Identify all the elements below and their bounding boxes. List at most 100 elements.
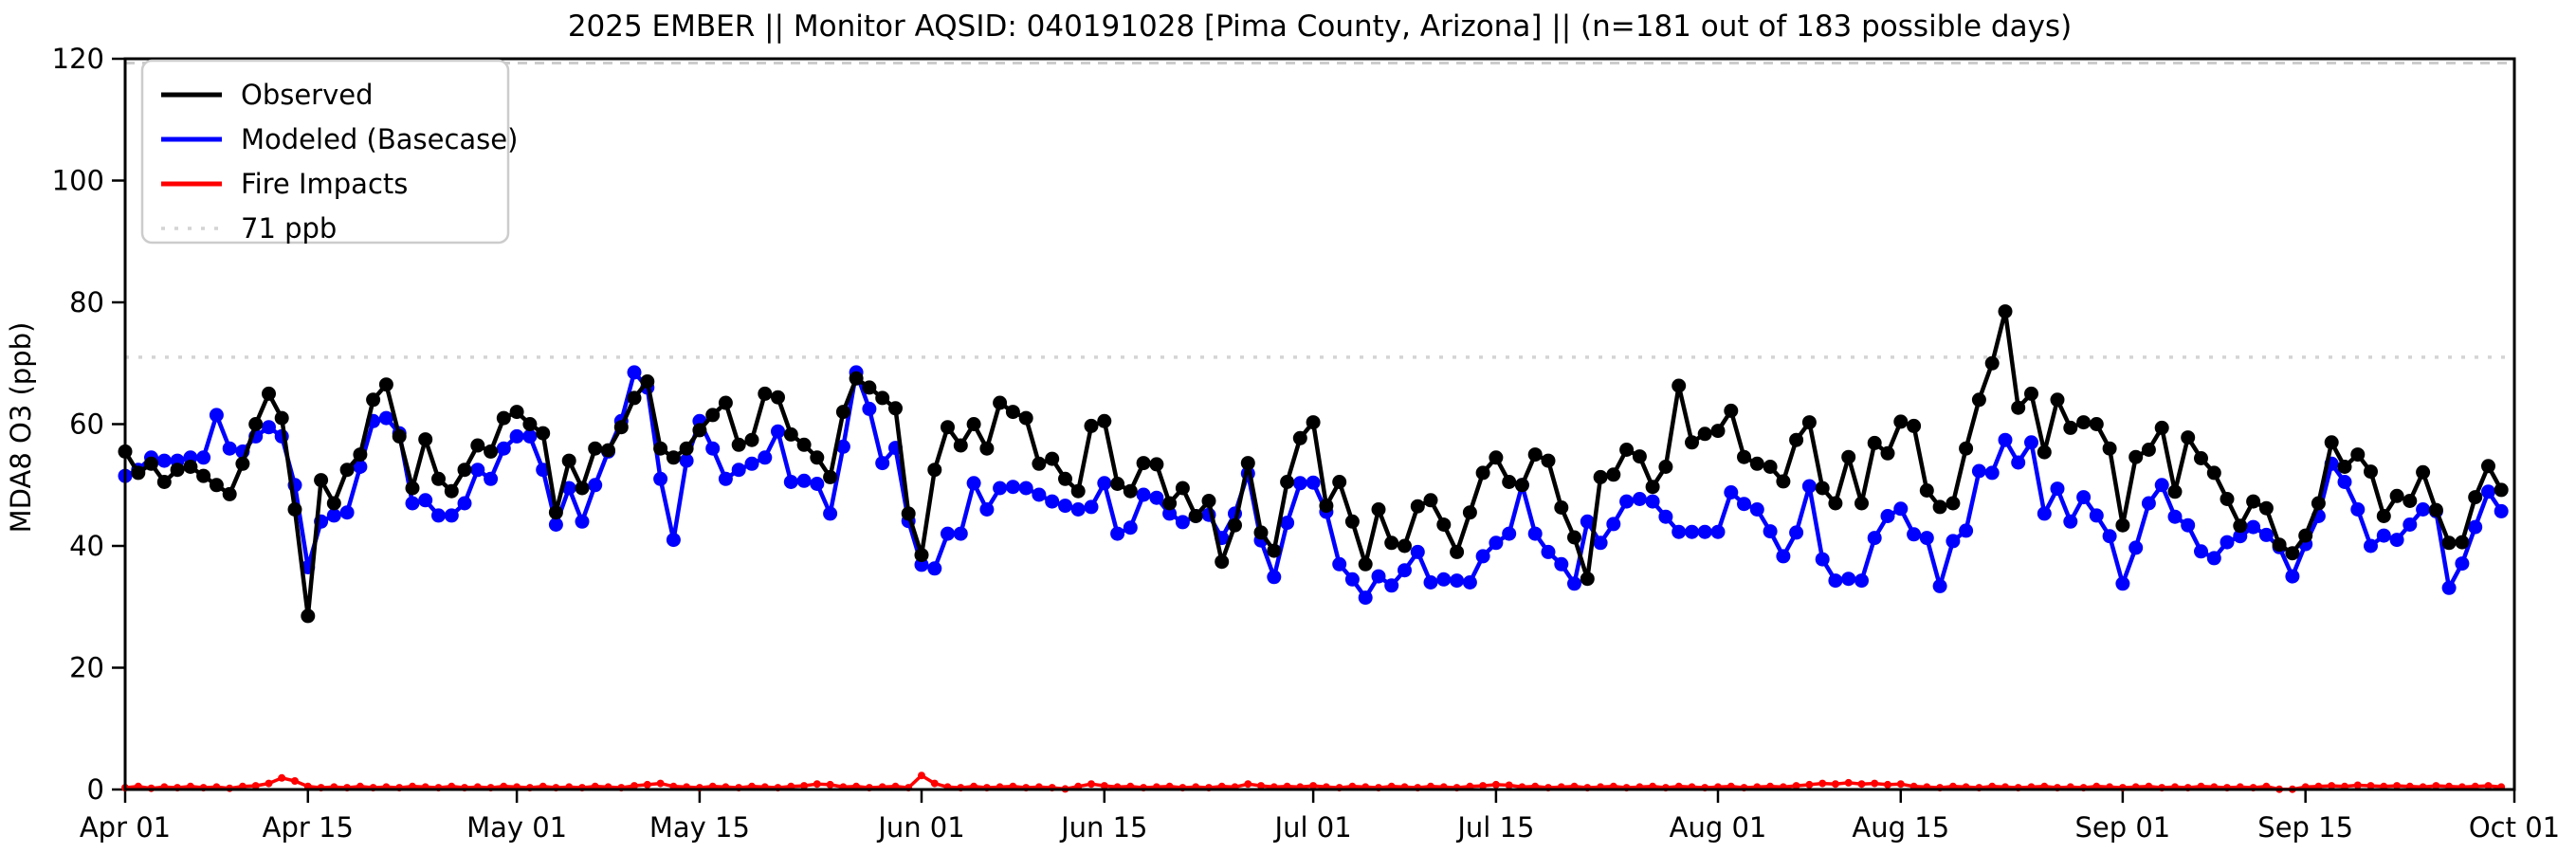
series-point (548, 505, 563, 520)
series-point (705, 408, 721, 423)
series-point (1398, 538, 1412, 554)
series-point (1175, 515, 1190, 530)
series-point (2376, 509, 2391, 523)
series-point (2194, 544, 2208, 559)
series-point (2389, 488, 2404, 503)
series-point (1959, 441, 1974, 456)
series-point (1257, 782, 1265, 790)
series-point (2285, 546, 2300, 561)
series-point (2128, 449, 2144, 464)
series-point (796, 437, 812, 452)
series-point (813, 780, 821, 789)
series-point (470, 463, 485, 478)
series-point (888, 401, 903, 416)
series-point (2233, 518, 2248, 534)
series-point (1907, 527, 1922, 542)
series-point (457, 496, 472, 511)
series-point (484, 471, 499, 486)
series-point (941, 420, 955, 435)
y-tick-label: 120 (52, 43, 104, 75)
series-point (1854, 573, 1869, 589)
series-point (2364, 464, 2378, 480)
series-point (1280, 475, 1295, 489)
series-point (2076, 415, 2092, 430)
series-point (1489, 535, 1504, 551)
series-point (314, 473, 329, 488)
x-tick-label: Aug 01 (1670, 811, 1767, 844)
series-point (1306, 415, 1321, 430)
series-point (758, 386, 773, 401)
y-tick-label: 100 (52, 165, 104, 197)
series-point (1505, 781, 1513, 789)
series-point (1857, 780, 1866, 789)
series-point (1332, 475, 1347, 489)
series-point (2481, 484, 2495, 499)
series-point (2393, 782, 2402, 790)
series-point (1841, 449, 1856, 464)
series-point (2037, 445, 2052, 460)
series-point (1123, 520, 1138, 535)
series-point (1737, 497, 1751, 512)
series-point (1087, 780, 1095, 789)
series-point (2115, 576, 2130, 591)
series-point (339, 463, 355, 478)
series-point (2455, 535, 2470, 550)
series-point (1228, 517, 1242, 533)
series-point (2366, 782, 2375, 790)
series-point (2441, 535, 2457, 551)
series-point (287, 502, 302, 517)
series-point (2181, 430, 2196, 445)
series-point (418, 493, 433, 508)
series-point (758, 450, 773, 465)
series-point (1045, 494, 1060, 509)
series-point (1580, 514, 1595, 529)
series-point (1371, 569, 1386, 584)
series-point (509, 405, 524, 420)
x-tick-label: May 15 (649, 811, 750, 844)
series-point (444, 483, 459, 499)
series-point (1450, 573, 1465, 589)
series-point (953, 438, 968, 453)
series-point (1436, 517, 1452, 532)
chart-title: 2025 EMBER || Monitor AQSID: 040191028 [… (567, 9, 2073, 44)
series-point (2194, 451, 2208, 465)
series-point (1971, 463, 1986, 479)
x-tick-label: Jul 01 (1273, 811, 1352, 844)
series-point (291, 777, 299, 785)
series-point (731, 463, 746, 478)
series-point (2298, 528, 2313, 543)
series-point (378, 410, 393, 426)
series-point (1672, 524, 1687, 539)
series-point (2063, 514, 2078, 529)
series-point (522, 417, 538, 431)
series-point (353, 447, 368, 463)
series-point (2468, 490, 2483, 505)
series-point (1306, 475, 1321, 490)
series-point (1831, 780, 1839, 789)
series-point (131, 465, 146, 481)
series-point (679, 441, 694, 456)
series-point (953, 526, 968, 541)
series-point (1491, 780, 1500, 789)
series-point (265, 779, 273, 788)
series-point (849, 371, 864, 386)
series-point (170, 463, 185, 478)
series-point (1828, 573, 1843, 589)
series-point (744, 456, 759, 471)
series-point (2416, 464, 2431, 480)
series-point (1110, 477, 1125, 491)
series-point (1871, 779, 1879, 788)
series-point (183, 460, 198, 474)
series-point (1110, 526, 1125, 541)
series-point (718, 395, 733, 410)
series-point (2167, 509, 2183, 524)
series-point (2167, 484, 2183, 499)
series-point (2050, 481, 2065, 497)
series-point (1880, 445, 1895, 461)
series-point (1805, 780, 1814, 789)
legend-label-fire-impacts: Fire Impacts (241, 168, 408, 200)
series-point (2233, 529, 2248, 544)
series-point (1619, 494, 1635, 509)
series-point (810, 450, 825, 465)
series-point (2206, 465, 2221, 481)
